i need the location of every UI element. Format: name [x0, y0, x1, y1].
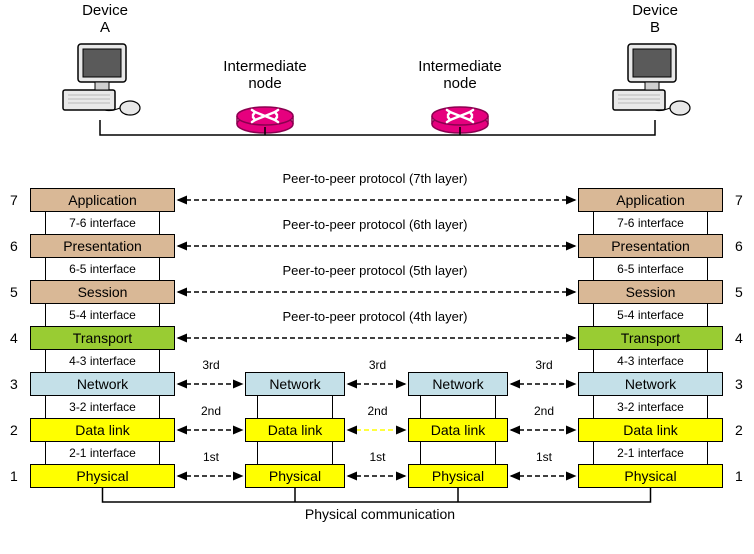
- layer-2-mid1: Data link: [245, 418, 345, 442]
- device-b-sub: B: [650, 19, 660, 36]
- interface-left-4: 3-2 interface: [45, 396, 160, 418]
- layer-num-right-7: 7: [735, 192, 743, 208]
- layer-4-left: Transport: [30, 326, 175, 350]
- layer-num-left-4: 4: [10, 330, 18, 346]
- device-a-sub: A: [100, 19, 110, 36]
- intermediate-node-2: Intermediatenode: [400, 58, 520, 92]
- physical-communication-label: Physical communication: [280, 506, 480, 522]
- layer-num-left-1: 1: [10, 468, 18, 484]
- layer-num-left-3: 3: [10, 376, 18, 392]
- layer-num-right-5: 5: [735, 284, 743, 300]
- peer-label-6: Peer-to-peer protocol (6th layer): [255, 217, 495, 232]
- layer-1-mid2: Physical: [408, 464, 508, 488]
- hop-label-2-1: 2nd: [363, 404, 393, 418]
- layer-6-right: Presentation: [578, 234, 723, 258]
- hop-label-2-0: 2nd: [196, 404, 226, 418]
- interface-mid1-5: [257, 442, 333, 464]
- layer-2-left: Data link: [30, 418, 175, 442]
- interface-mid2-4: [420, 396, 496, 418]
- layer-3-mid1: Network: [245, 372, 345, 396]
- mid2-label: Intermediate: [418, 58, 501, 75]
- mid1-sub: node: [248, 75, 281, 92]
- peer-label-5: Peer-to-peer protocol (5th layer): [255, 263, 495, 278]
- interface-left-3: 4-3 interface: [45, 350, 160, 372]
- layer-6-left: Presentation: [30, 234, 175, 258]
- layer-7-left: Application: [30, 188, 175, 212]
- mid1-label: Intermediate: [223, 58, 306, 75]
- interface-mid2-5: [420, 442, 496, 464]
- layer-num-right-1: 1: [735, 468, 743, 484]
- hop-label-1-2: 1st: [529, 450, 559, 464]
- interface-left-0: 7-6 interface: [45, 212, 160, 234]
- device-a: DeviceA: [65, 2, 145, 36]
- peer-label-4: Peer-to-peer protocol (4th layer): [255, 309, 495, 324]
- layer-7-right: Application: [578, 188, 723, 212]
- layer-num-left-2: 2: [10, 422, 18, 438]
- layer-1-mid1: Physical: [245, 464, 345, 488]
- layer-num-right-6: 6: [735, 238, 743, 254]
- device-b: DeviceB: [615, 2, 695, 36]
- interface-left-2: 5-4 interface: [45, 304, 160, 326]
- interface-right-4: 3-2 interface: [593, 396, 708, 418]
- interface-right-0: 7-6 interface: [593, 212, 708, 234]
- intermediate-node-1: Intermediatenode: [205, 58, 325, 92]
- device-a-label: Device: [82, 2, 128, 19]
- device-b-label: Device: [632, 2, 678, 19]
- interface-left-1: 6-5 interface: [45, 258, 160, 280]
- layer-2-mid2: Data link: [408, 418, 508, 442]
- interface-right-3: 4-3 interface: [593, 350, 708, 372]
- layer-2-right: Data link: [578, 418, 723, 442]
- layer-1-right: Physical: [578, 464, 723, 488]
- hop-label-1-0: 1st: [196, 450, 226, 464]
- layer-5-right: Session: [578, 280, 723, 304]
- mid2-sub: node: [443, 75, 476, 92]
- interface-right-2: 5-4 interface: [593, 304, 708, 326]
- interface-right-5: 2-1 interface: [593, 442, 708, 464]
- layer-num-left-6: 6: [10, 238, 18, 254]
- layer-4-right: Transport: [578, 326, 723, 350]
- interface-left-5: 2-1 interface: [45, 442, 160, 464]
- hop-label-1-1: 1st: [363, 450, 393, 464]
- layer-3-right: Network: [578, 372, 723, 396]
- peer-label-7: Peer-to-peer protocol (7th layer): [255, 171, 495, 186]
- layer-3-left: Network: [30, 372, 175, 396]
- router-2-icon: [430, 102, 490, 139]
- hop-label-3-0: 3rd: [196, 358, 226, 372]
- hop-label-3-2: 3rd: [529, 358, 559, 372]
- layer-5-left: Session: [30, 280, 175, 304]
- layer-num-right-3: 3: [735, 376, 743, 392]
- hop-label-3-1: 3rd: [363, 358, 393, 372]
- interface-mid1-4: [257, 396, 333, 418]
- interface-right-1: 6-5 interface: [593, 258, 708, 280]
- computer-a-icon: [60, 42, 145, 127]
- layer-1-left: Physical: [30, 464, 175, 488]
- layer-num-left-5: 5: [10, 284, 18, 300]
- layer-3-mid2: Network: [408, 372, 508, 396]
- layer-num-left-7: 7: [10, 192, 18, 208]
- layer-num-right-4: 4: [735, 330, 743, 346]
- layer-num-right-2: 2: [735, 422, 743, 438]
- hop-label-2-2: 2nd: [529, 404, 559, 418]
- router-1-icon: [235, 102, 295, 139]
- computer-b-icon: [610, 42, 695, 127]
